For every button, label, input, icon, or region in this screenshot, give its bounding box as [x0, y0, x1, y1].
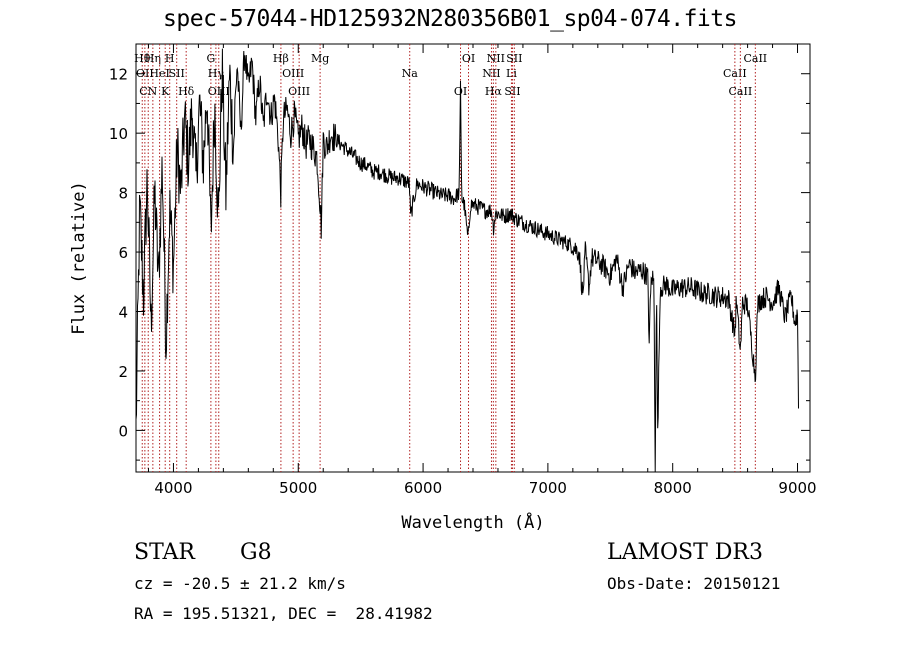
spectral-line-label: Mg	[311, 52, 329, 65]
x-tick-label: 4000	[154, 479, 192, 497]
spectral-line-label: H	[165, 52, 175, 65]
y-tick-label: 8	[118, 185, 128, 203]
observation-date: Obs-Date: 20150121	[607, 574, 781, 593]
spectral-line-label: Hη	[145, 52, 161, 65]
x-tick-label: 5000	[279, 479, 317, 497]
spectral-line-label: NII	[482, 67, 500, 80]
y-axis-label: Flux (relative)	[69, 181, 89, 335]
axis-ticks: 4000 5000 6000 7000 8000 9000 0 2 4 6 8 10 12	[109, 43, 817, 497]
spectral-line-label: K	[161, 85, 170, 98]
x-tick-label: 6000	[404, 479, 442, 497]
spectral-line-label: Li	[506, 67, 517, 80]
spectral-line-label: CaII	[723, 67, 747, 80]
spectral-line-label: OIII	[282, 67, 304, 80]
spectral-line-label: OIII	[208, 85, 230, 98]
spectral-line-markers: HθOIICNHηHeIKHSIIHδGHγOIIIHβOIIIOIIIMgNa…	[134, 44, 767, 472]
y-tick-label: 4	[118, 304, 128, 322]
spectral-line-label: OIII	[288, 85, 310, 98]
spectral-line-label: SII	[506, 52, 522, 65]
y-tick-label: 0	[118, 422, 128, 440]
spectral-line-label: NII	[487, 52, 505, 65]
x-tick-label: 9000	[778, 479, 816, 497]
redshift-velocity: cz = -20.5 ± 21.2 km/s	[134, 574, 346, 593]
spectral-line-label: CN	[139, 85, 157, 98]
y-tick-label: 2	[118, 363, 128, 381]
spectral-line-label: Hγ	[208, 67, 225, 80]
spectral-line-label: Hβ	[273, 52, 289, 65]
spectral-line-label: SII	[504, 85, 520, 98]
x-tick-label: 7000	[529, 479, 567, 497]
y-tick-label: 6	[118, 244, 128, 262]
y-tick-label: 12	[109, 66, 128, 84]
object-class: STAR	[134, 540, 195, 565]
y-tick-label: 10	[109, 125, 128, 143]
x-axis-label: Wavelength (Å)	[401, 511, 544, 533]
object-subclass: G8	[240, 540, 272, 565]
spectral-line-label: Hθ	[134, 52, 151, 65]
spectral-line-label: CaII	[743, 52, 767, 65]
spectral-line-label: Hα	[485, 85, 503, 98]
x-tick-label: 8000	[654, 479, 692, 497]
survey-name: LAMOST DR3	[607, 540, 763, 565]
spectral-line-label: Na	[402, 67, 419, 80]
spectrum-line	[135, 48, 799, 473]
spectral-line-label: OI	[462, 52, 475, 65]
plot-frame	[135, 43, 811, 473]
spectral-line-label: G	[206, 52, 215, 65]
spectral-line-label: HeI	[149, 67, 169, 80]
spectral-line-label: SII	[169, 67, 185, 80]
spectral-line-label: Hδ	[178, 85, 195, 98]
spectral-line-label: CaII	[729, 85, 753, 98]
chart-title: spec-57044-HD125932N280356B01_sp04-074.f…	[163, 6, 737, 32]
coordinates: RA = 195.51321, DEC = 28.41982	[134, 604, 433, 623]
